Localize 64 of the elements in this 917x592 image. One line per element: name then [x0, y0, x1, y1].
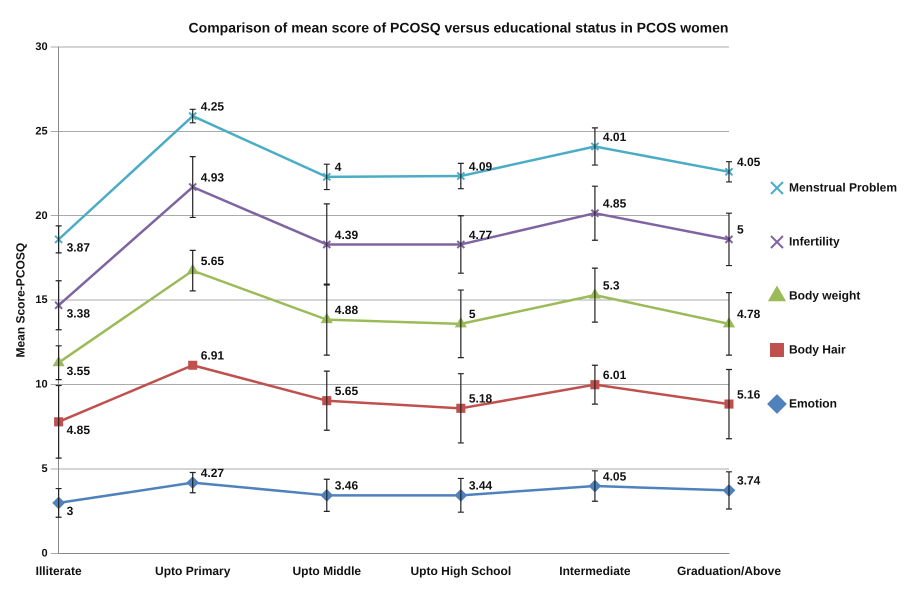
y-tick-label: 5 — [42, 463, 48, 476]
annotation: 4.05 — [736, 155, 761, 170]
annotation: 3.38 — [66, 306, 90, 321]
annotation: 3.44 — [468, 478, 493, 493]
x-tick-label: Upto Middle — [292, 564, 362, 578]
annotation: 4 — [334, 160, 342, 174]
point — [54, 417, 64, 426]
annotation: 4.05 — [602, 469, 627, 484]
legend-label: Body weight — [788, 288, 860, 302]
y-tick-label: 15 — [35, 294, 48, 306]
point — [322, 172, 332, 182]
point — [188, 360, 198, 370]
point — [188, 112, 198, 121]
legend-label: Emotion — [788, 396, 837, 410]
legend-label: Infertility — [788, 234, 840, 248]
point — [724, 167, 734, 176]
annotation: 5.18 — [468, 392, 493, 406]
annotation: 4.77 — [468, 228, 493, 242]
annotation: 4.85 — [602, 196, 627, 211]
x-tick-label: Illiterate — [36, 564, 82, 578]
annotation: 3.46 — [334, 478, 358, 493]
annotation: 4.27 — [200, 466, 224, 480]
point — [590, 208, 600, 218]
annotation: 4.01 — [602, 130, 627, 144]
y-axis-title: Mean Score-PCOSQ — [14, 242, 28, 358]
y-tick-label: 20 — [35, 210, 48, 222]
y-tick-label: 30 — [35, 40, 48, 53]
annotation: 4.78 — [736, 307, 761, 322]
legend-label: Body Hair — [788, 342, 846, 356]
y-tick-label: 0 — [42, 548, 48, 560]
annotation: 4.85 — [66, 423, 90, 438]
point — [54, 234, 64, 244]
point — [322, 240, 332, 249]
y-tick-label: 10 — [35, 378, 48, 391]
point — [188, 182, 198, 192]
annotation: 5.3 — [602, 278, 620, 292]
annotation: 5 — [468, 307, 476, 322]
annotation: 4.09 — [468, 159, 493, 174]
annotation: 3.87 — [66, 240, 90, 255]
annotation: 4.25 — [200, 99, 224, 114]
annotation: 4.39 — [334, 228, 358, 242]
annotation: 4.88 — [334, 302, 358, 317]
chart-title: Comparison of mean score of PCOSQ versus educational status in PCOS women — [188, 19, 728, 36]
x-tick-label: Intermediate — [559, 564, 631, 578]
point — [456, 240, 466, 249]
legend-label: Menstrual Problem — [788, 180, 898, 194]
point — [54, 300, 64, 310]
annotation: 3 — [66, 504, 74, 518]
x-tick-label: Upto Primary — [155, 564, 231, 578]
annotation: 5 — [736, 222, 744, 237]
annotation: 3.55 — [66, 364, 90, 378]
point — [456, 172, 466, 181]
annotation: 5.16 — [736, 387, 761, 402]
annotation: 3.74 — [736, 474, 761, 488]
annotation: 6.91 — [200, 348, 224, 363]
point — [590, 142, 600, 152]
point — [724, 234, 734, 244]
annotation: 5.65 — [334, 384, 358, 398]
x-tick-label: Graduation/Above — [676, 564, 782, 578]
x-tick-label: Upto High School — [410, 564, 512, 578]
y-tick-label: 25 — [35, 125, 48, 138]
annotation: 4.93 — [200, 170, 224, 184]
annotation: 5.65 — [200, 254, 224, 268]
annotation: 6.01 — [602, 368, 627, 382]
